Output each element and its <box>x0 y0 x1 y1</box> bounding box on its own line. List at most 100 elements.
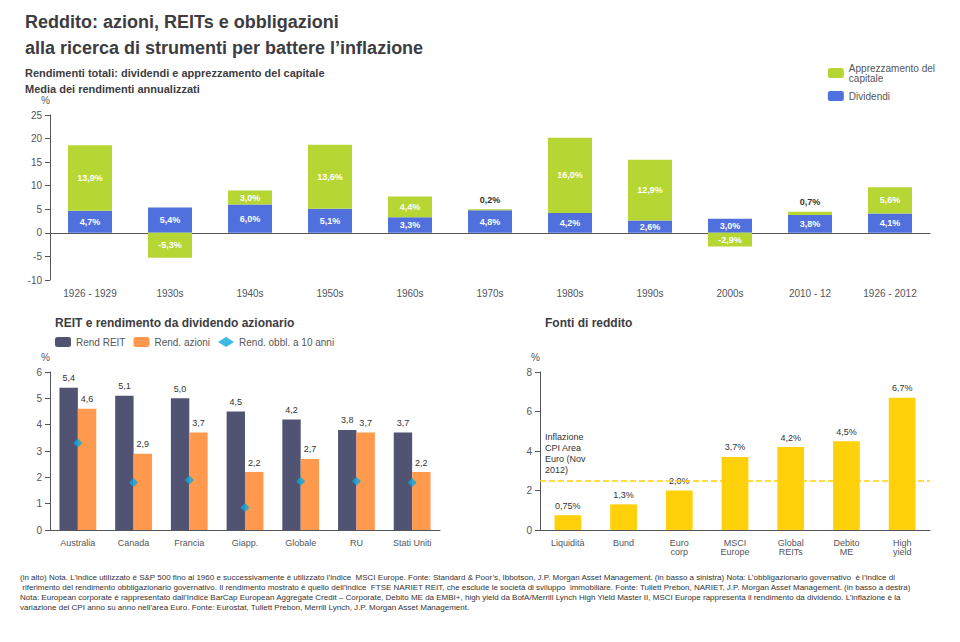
svg-text:15: 15 <box>31 157 43 168</box>
svg-text:0,75%: 0,75% <box>555 501 581 511</box>
svg-text:RU: RU <box>350 538 363 548</box>
svg-text:Rend. azioni: Rend. azioni <box>154 337 210 348</box>
svg-text:4,8%: 4,8% <box>480 217 501 227</box>
svg-text:2,2: 2,2 <box>248 458 261 468</box>
svg-text:8: 8 <box>526 367 532 378</box>
svg-text:3,7: 3,7 <box>397 418 410 428</box>
svg-text:-5: -5 <box>33 251 42 262</box>
svg-text:0: 0 <box>36 525 42 536</box>
svg-text:2,6%: 2,6% <box>640 222 661 232</box>
svg-text:1930s: 1930s <box>156 288 183 299</box>
svg-text:0: 0 <box>526 525 532 536</box>
svg-text:16,0%: 16,0% <box>557 170 583 180</box>
svg-text:Rend REIT: Rend REIT <box>76 337 125 348</box>
svg-text:13,6%: 13,6% <box>317 172 343 182</box>
svg-text:2: 2 <box>526 485 532 496</box>
svg-text:4: 4 <box>526 446 532 457</box>
svg-text:2010 - 12: 2010 - 12 <box>789 288 832 299</box>
svg-text:3,0%: 3,0% <box>720 221 741 231</box>
svg-text:alla ricerca di strumenti per: alla ricerca di strumenti per battere l’… <box>25 38 423 58</box>
svg-text:Globale: Globale <box>285 538 316 548</box>
svg-text:Liquidità: Liquidità <box>551 538 585 548</box>
svg-text:1950s: 1950s <box>316 288 343 299</box>
svg-text:3,7: 3,7 <box>192 418 205 428</box>
svg-text:2000s: 2000s <box>716 288 743 299</box>
svg-text:-5,3%: -5,3% <box>158 240 182 250</box>
svg-text:-2,9%: -2,9% <box>718 235 742 245</box>
svg-text:5,6%: 5,6% <box>880 195 901 205</box>
svg-text:4,2: 4,2 <box>285 405 298 415</box>
svg-text:2,2: 2,2 <box>415 458 428 468</box>
svg-text:1990s: 1990s <box>636 288 663 299</box>
svg-text:3,8: 3,8 <box>341 415 354 425</box>
svg-text:3: 3 <box>36 446 42 457</box>
svg-text:2,7: 2,7 <box>304 444 317 454</box>
svg-text:20: 20 <box>31 133 43 144</box>
svg-text:2012): 2012) <box>545 465 568 475</box>
svg-text:1926 - 2012: 1926 - 2012 <box>863 288 917 299</box>
svg-text:Euro (Nov: Euro (Nov <box>545 454 586 464</box>
svg-text:6: 6 <box>36 367 42 378</box>
svg-text:6,0%: 6,0% <box>240 214 261 224</box>
svg-text:Rend. obbl. a 10 anni: Rend. obbl. a 10 anni <box>239 337 334 348</box>
svg-text:Nota: European corporate è rap: Nota: European corporate è rappresentato… <box>20 593 903 602</box>
svg-text:1: 1 <box>36 498 42 509</box>
svg-text:25: 25 <box>31 110 43 121</box>
svg-text:1,3%: 1,3% <box>613 490 634 500</box>
svg-text:-10: -10 <box>28 275 43 286</box>
svg-text:13,9%: 13,9% <box>77 173 103 183</box>
svg-text:Fonti di reddito: Fonti di reddito <box>545 316 632 330</box>
svg-text:%: % <box>41 95 50 106</box>
svg-text:corp: corp <box>671 547 689 557</box>
svg-text:Francia: Francia <box>174 538 204 548</box>
svg-text:3,8%: 3,8% <box>800 219 821 229</box>
svg-text:4,6: 4,6 <box>81 394 94 404</box>
svg-text:Bund: Bund <box>613 538 634 548</box>
svg-text:Europe: Europe <box>720 547 749 557</box>
svg-text:1940s: 1940s <box>236 288 263 299</box>
svg-text:4: 4 <box>36 419 42 430</box>
svg-text:Reddito: azioni, REITs e obbli: Reddito: azioni, REITs e obbligazioni <box>25 12 339 32</box>
svg-text:3,7: 3,7 <box>359 418 372 428</box>
svg-text:0: 0 <box>36 227 42 238</box>
svg-text:%: % <box>531 352 540 363</box>
svg-text:5,1%: 5,1% <box>320 216 341 226</box>
svg-text:4,2%: 4,2% <box>780 433 801 443</box>
svg-text:6: 6 <box>526 406 532 417</box>
svg-text:12,9%: 12,9% <box>637 185 663 195</box>
svg-text:REITs: REITs <box>779 547 804 557</box>
svg-text:2: 2 <box>36 472 42 483</box>
svg-text:5,4%: 5,4% <box>160 215 181 225</box>
svg-text:CPI Area: CPI Area <box>545 443 581 453</box>
svg-text:5,4: 5,4 <box>62 373 75 383</box>
svg-text:0,2%: 0,2% <box>480 195 501 205</box>
svg-text:1980s: 1980s <box>556 288 583 299</box>
svg-text:6,7%: 6,7% <box>892 383 913 393</box>
svg-text:%: % <box>41 352 50 363</box>
svg-text:1960s: 1960s <box>396 288 423 299</box>
svg-text:5: 5 <box>36 393 42 404</box>
svg-text:Dividendi: Dividendi <box>849 91 890 102</box>
svg-text:5: 5 <box>36 204 42 215</box>
svg-text:10: 10 <box>31 180 43 191</box>
svg-text:4,7%: 4,7% <box>80 217 101 227</box>
svg-text:Canada: Canada <box>118 538 150 548</box>
svg-text:ME: ME <box>840 547 854 557</box>
svg-text:Giapp.: Giapp. <box>232 538 259 548</box>
svg-text:2,9: 2,9 <box>137 439 150 449</box>
svg-text:yield: yield <box>893 547 912 557</box>
svg-text:4,5: 4,5 <box>230 397 243 407</box>
svg-text:3,3%: 3,3% <box>400 220 421 230</box>
svg-text:4,2%: 4,2% <box>560 218 581 228</box>
svg-text:capitale: capitale <box>849 73 884 84</box>
svg-text:(in alto) Nota. L’indice utili: (in alto) Nota. L’indice utilizzato è S&… <box>20 573 895 582</box>
svg-text:5,0: 5,0 <box>174 384 187 394</box>
svg-text:3,7%: 3,7% <box>725 442 746 452</box>
svg-text:Inflazione: Inflazione <box>545 432 584 442</box>
svg-text:1970s: 1970s <box>476 288 503 299</box>
svg-text:riferimento del rendimento obb: riferimento del rendimento obbligazionar… <box>20 583 913 592</box>
svg-text:1926 - 1929: 1926 - 1929 <box>63 288 117 299</box>
svg-text:Rendimenti totali: dividendi e: Rendimenti totali: dividendi e apprezzam… <box>25 67 325 79</box>
svg-text:variazione del CPI anno su ann: variazione del CPI anno su anno nell’are… <box>20 603 469 612</box>
svg-text:4,4%: 4,4% <box>400 202 421 212</box>
